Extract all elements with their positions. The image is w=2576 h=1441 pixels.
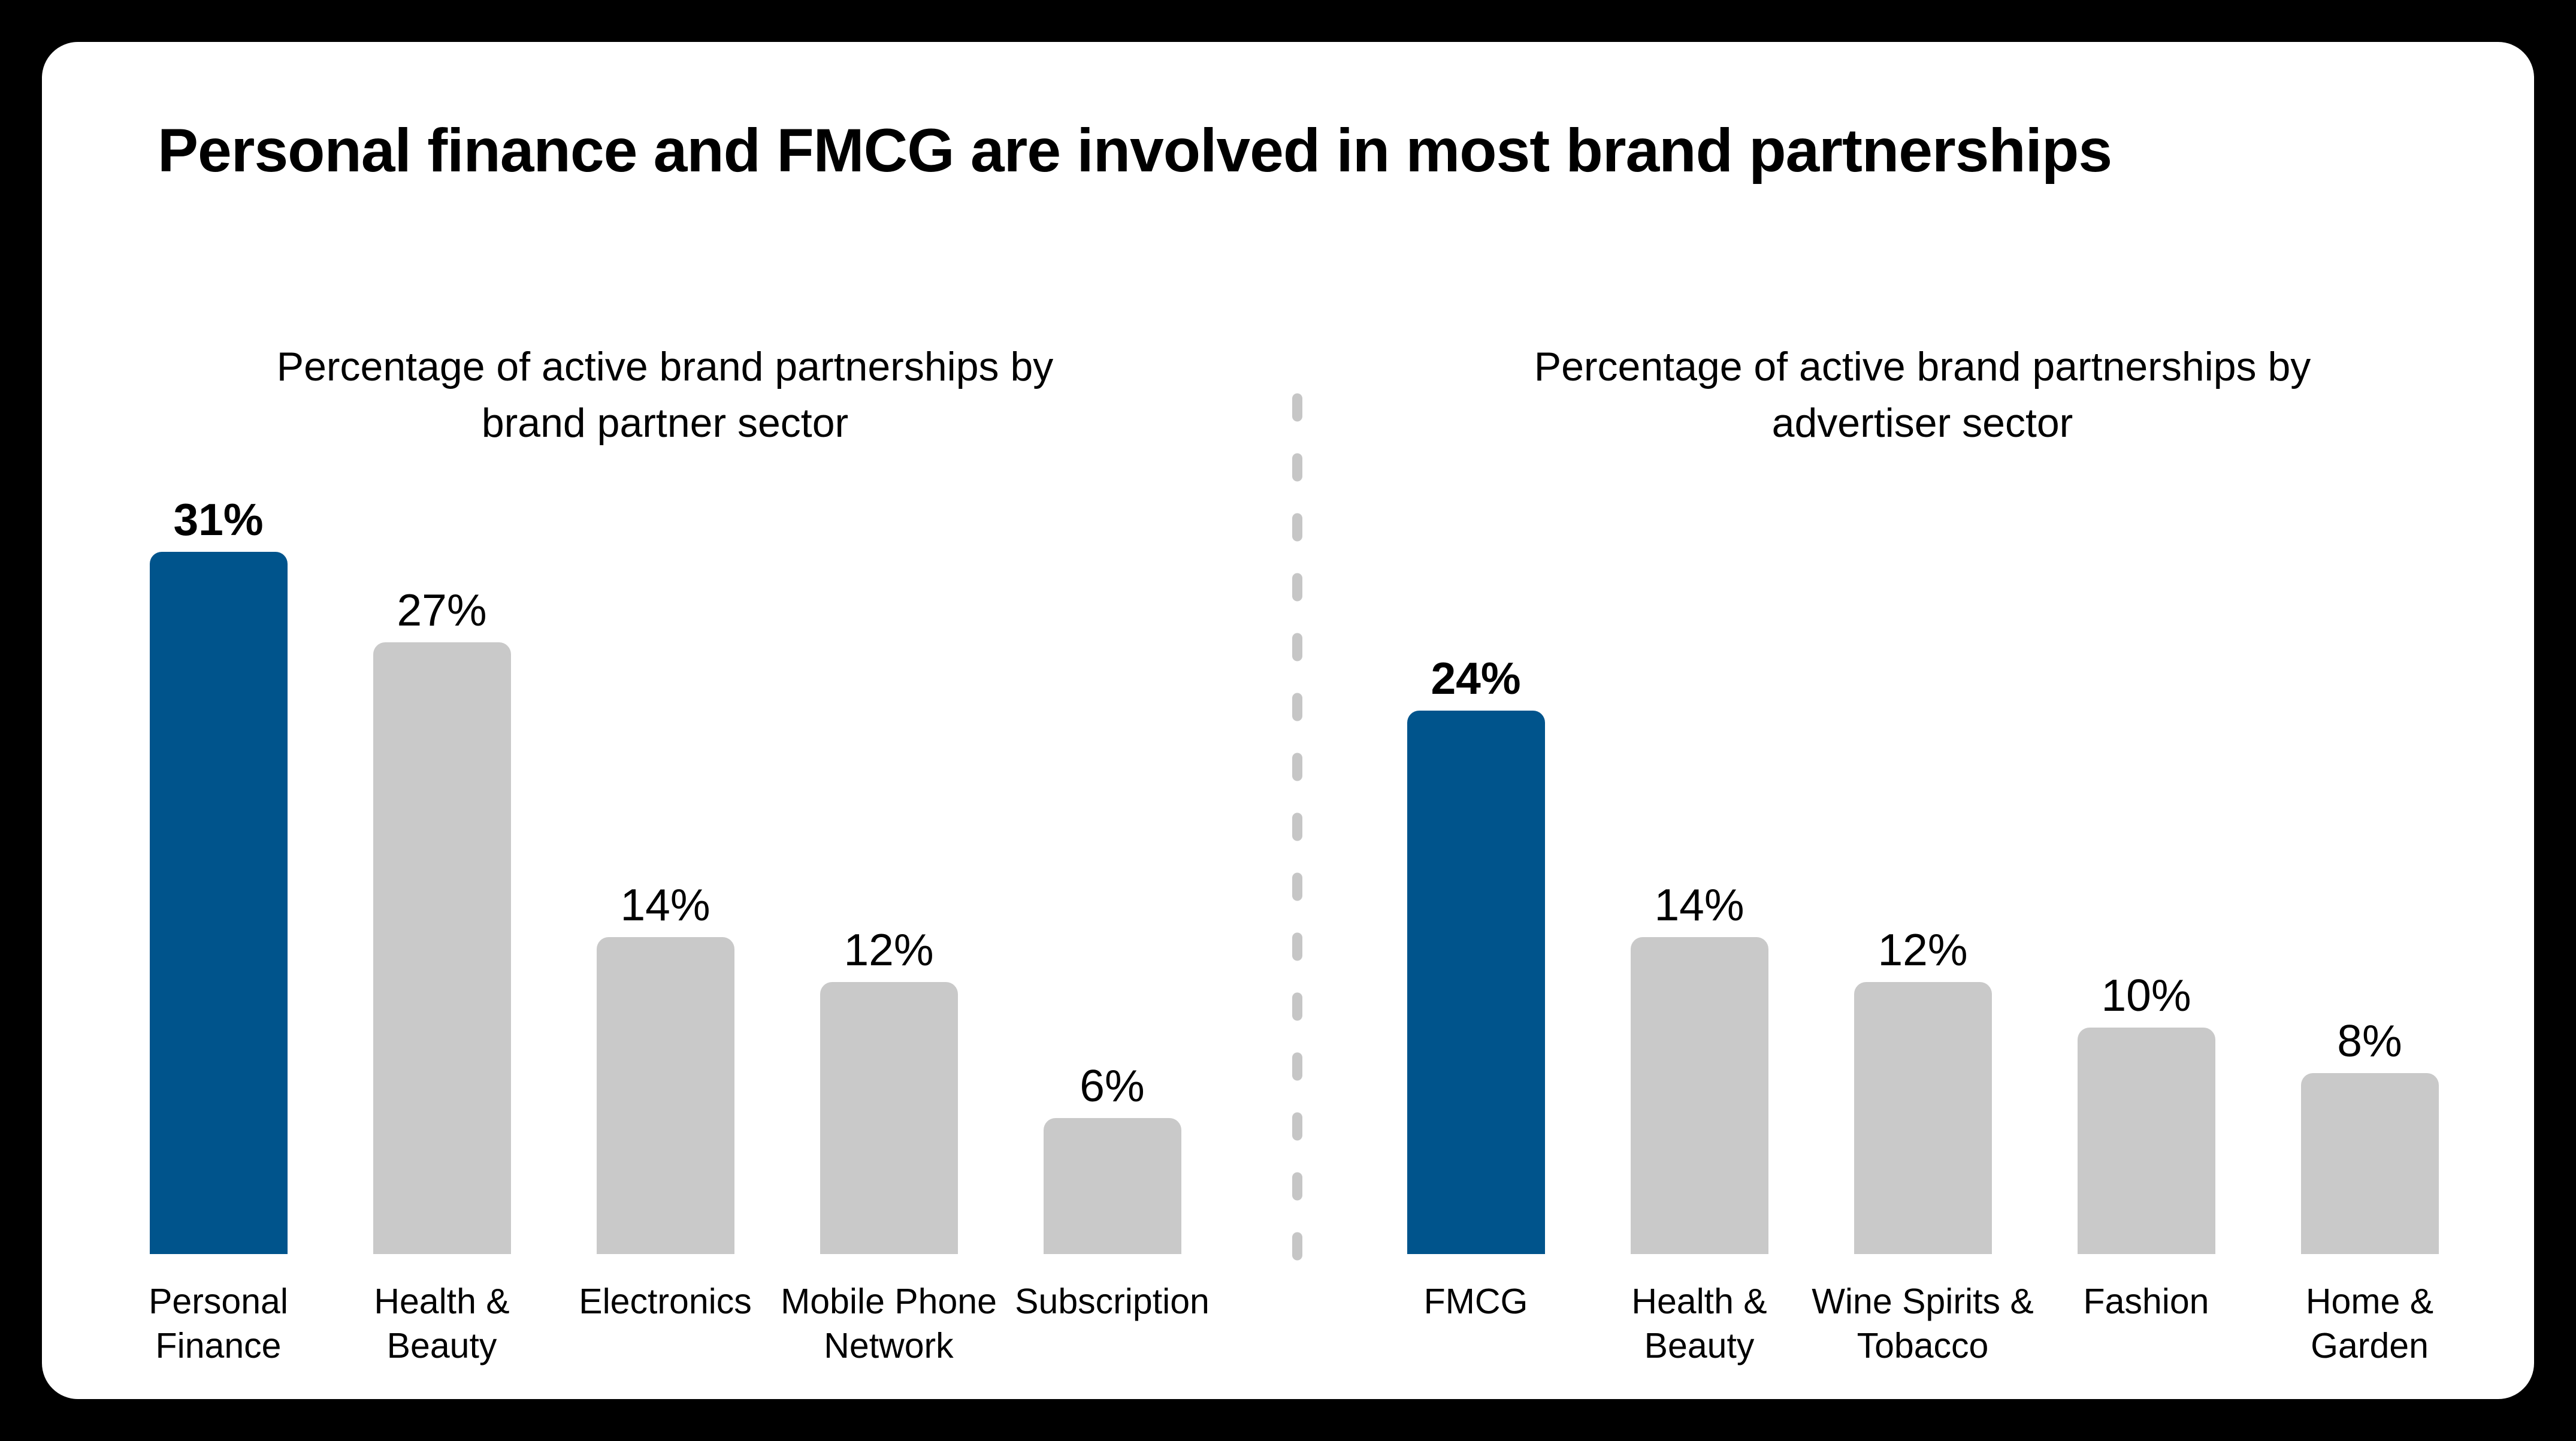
bar-column: 12% Mobile Phone Network (777, 419, 1000, 1366)
bar (820, 982, 958, 1254)
bar-column: 24% FMCG (1364, 419, 1588, 1321)
bar (1407, 711, 1545, 1254)
bar (2077, 1028, 2215, 1254)
value-label: 27% (397, 585, 487, 635)
bar-column: 6% Subscription (1000, 419, 1224, 1322)
left-chart: 31% Personal Finance 27% Health & Beauty 14%… (107, 419, 1224, 1366)
bar-column: 8% Home & Garden (2258, 419, 2481, 1366)
value-label: 24% (1431, 653, 1521, 703)
category-label: FMCG (1423, 1282, 1528, 1321)
category-label: Home & Garden (2305, 1282, 2434, 1366)
bar (596, 937, 734, 1254)
bar (2300, 1073, 2439, 1254)
category-label: Electronics (579, 1282, 752, 1321)
category-label: Health & Beauty (1631, 1282, 1767, 1366)
value-label: 12% (843, 925, 934, 975)
value-label: 6% (1080, 1061, 1145, 1111)
bar-column: 31% Personal Finance (107, 419, 330, 1366)
category-label: Health & Beauty (374, 1282, 510, 1366)
bar (1854, 982, 1992, 1254)
bar (1043, 1118, 1181, 1254)
category-label: Fashion (2083, 1282, 2209, 1321)
value-label: 12% (1877, 925, 1968, 975)
category-label: Mobile Phone Network (781, 1282, 997, 1366)
value-label: 10% (2101, 970, 2191, 1020)
category-label: Personal Finance (149, 1282, 288, 1366)
bar (373, 642, 511, 1254)
right-chart-title: Percentage of active brand partnerships … (1534, 344, 2311, 446)
left-chart-title: Percentage of active brand partnerships … (276, 344, 1054, 446)
divider-dashed-line (1292, 393, 1302, 1261)
category-label: Subscription (1015, 1282, 1210, 1321)
bar (149, 552, 288, 1254)
value-label: 31% (173, 494, 264, 545)
bar-column: 27% Health & Beauty (330, 419, 554, 1366)
bar-column: 10% Fashion (2034, 419, 2258, 1321)
value-label: 8% (2337, 1016, 2402, 1066)
value-label: 14% (1654, 880, 1744, 930)
bar-column: 14% Electronics (554, 419, 777, 1322)
bar-column: 12% Wine Spirits & Tobacco (1811, 419, 2034, 1366)
value-label: 14% (620, 880, 710, 930)
bar (1630, 937, 1768, 1254)
right-chart: 24% FMCG 14% Health & Beauty 12% Wine Spirits… (1364, 419, 2481, 1366)
page-title: Personal finance and FMCG are involved i… (158, 116, 2112, 185)
category-label: Wine Spirits & Tobacco (1812, 1282, 2034, 1366)
bar-column: 14% Health & Beauty (1588, 419, 1811, 1366)
card: Personal finance and FMCG are involved i… (42, 42, 2534, 1399)
